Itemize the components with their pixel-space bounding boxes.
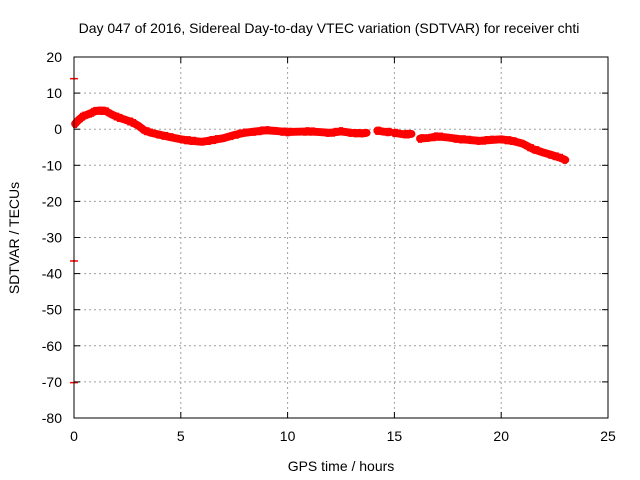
y-tick-label: 20 [46,49,62,65]
data-series [70,77,570,384]
y-axis-label: SDTVAR / TECUs [6,182,22,294]
x-tick-label: 0 [70,428,78,444]
y-tick-label: -50 [42,302,62,318]
y-tick-label: 0 [54,121,62,137]
y-tick-label: -70 [42,374,62,390]
data-series-band [416,132,570,164]
x-tick-label: 15 [387,428,403,444]
grid [74,57,608,418]
y-tick-label: -10 [42,157,62,173]
x-tick-label: 10 [280,428,296,444]
y-tick-label: -60 [42,338,62,354]
y-tick-label: -20 [42,193,62,209]
y-tick-label: -40 [42,266,62,282]
y-tick-label: 10 [46,85,62,101]
x-tick-label: 25 [600,428,616,444]
x-axis-label: GPS time / hours [288,458,395,474]
y-tick-label: -30 [42,230,62,246]
chart-title: Day 047 of 2016, Sidereal Day-to-day VTE… [79,20,580,36]
y-tick-label: -80 [42,410,62,426]
x-tick-label: 5 [177,428,185,444]
x-tick-label: 20 [493,428,509,444]
axis-ticks: 0 5 10 15 20 25 -80 -70 -60 -50 -40 -30 -20 -10 0 10 20 [42,49,616,444]
